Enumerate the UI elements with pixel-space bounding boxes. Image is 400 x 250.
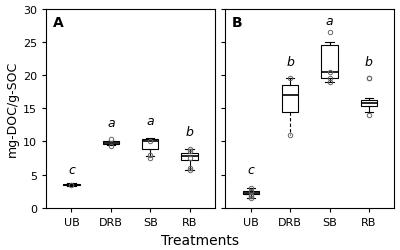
Text: c: c <box>247 163 254 176</box>
Text: b: b <box>365 56 373 69</box>
Text: B: B <box>232 16 243 30</box>
Text: a: a <box>326 15 333 28</box>
PathPatch shape <box>181 153 198 160</box>
PathPatch shape <box>321 46 338 79</box>
PathPatch shape <box>142 140 158 150</box>
Text: b: b <box>286 56 294 69</box>
PathPatch shape <box>102 142 119 144</box>
Text: a: a <box>107 117 115 130</box>
Text: b: b <box>186 126 194 138</box>
Text: A: A <box>53 16 63 30</box>
PathPatch shape <box>361 101 377 107</box>
Y-axis label: mg-DOC/g-SOC: mg-DOC/g-SOC <box>6 61 18 157</box>
Text: a: a <box>146 114 154 127</box>
Text: Treatments: Treatments <box>161 234 239 247</box>
PathPatch shape <box>242 191 259 194</box>
PathPatch shape <box>282 86 298 112</box>
Text: c: c <box>68 163 75 176</box>
PathPatch shape <box>63 184 80 186</box>
